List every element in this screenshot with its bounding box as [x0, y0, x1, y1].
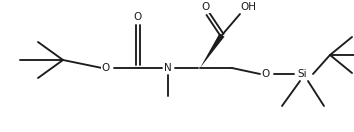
Text: OH: OH [240, 2, 256, 12]
Text: O: O [134, 12, 142, 22]
Text: Si: Si [297, 69, 307, 79]
Text: O: O [134, 12, 142, 22]
Text: Si: Si [297, 69, 307, 79]
Text: O: O [102, 63, 110, 73]
Text: O: O [262, 69, 270, 79]
Polygon shape [200, 33, 224, 68]
Text: N: N [164, 63, 172, 73]
Text: O: O [262, 69, 270, 79]
Text: N: N [164, 63, 172, 73]
Text: O: O [202, 2, 210, 12]
Text: O: O [202, 2, 210, 12]
Text: OH: OH [240, 2, 256, 12]
Text: O: O [102, 63, 110, 73]
